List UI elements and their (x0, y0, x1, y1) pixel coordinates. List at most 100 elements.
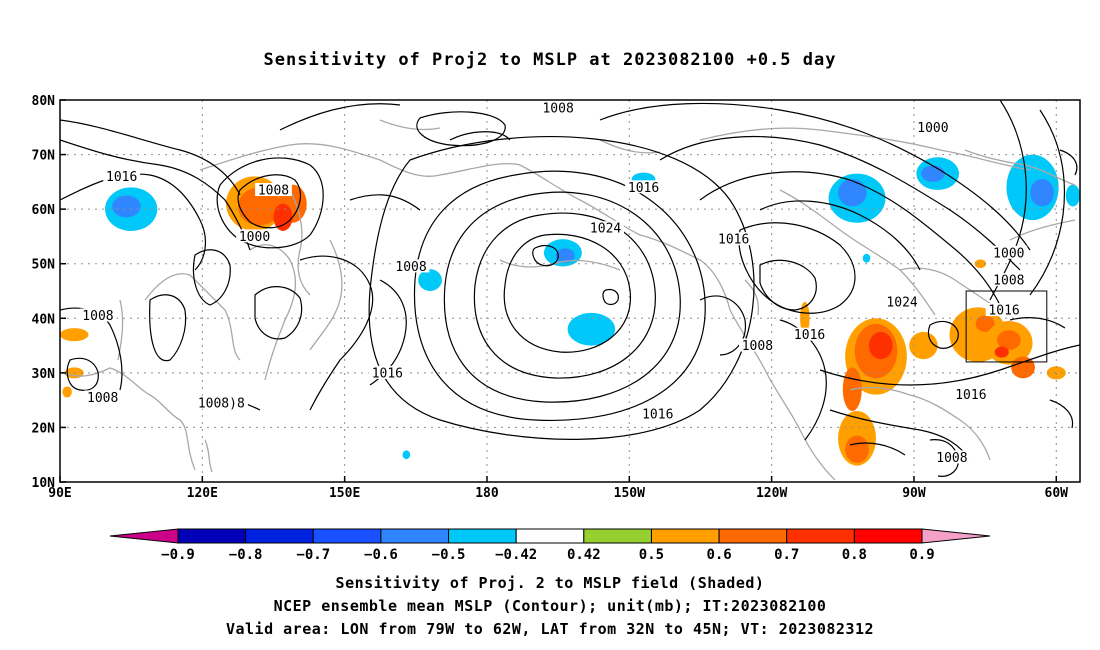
coastline-segment (699, 127, 1031, 171)
mslp-isobar (349, 194, 421, 211)
contour-label-bg (952, 387, 990, 401)
contour-label: 1000 (993, 246, 1024, 261)
mslp-isobar (473, 212, 656, 379)
colorbar-tick-label: −0.9 (161, 547, 195, 563)
coastline-segment (599, 139, 661, 154)
lon-tick-label: 150W (614, 486, 645, 501)
mslp-isobar (602, 288, 619, 306)
sensitivity-shading (60, 154, 1080, 466)
mslp-isobar (503, 233, 632, 353)
caption-shading: Sensitivity of Proj. 2 to MSLP field (Sh… (335, 574, 765, 592)
sensitivity-blob (1046, 366, 1066, 380)
mslp-isobar (927, 320, 959, 349)
contour-label: 1016 (106, 170, 137, 185)
mslp-isobar (738, 222, 856, 314)
colorbar-swatch (177, 528, 247, 544)
contour-label-bg (791, 327, 828, 341)
contour-label-bg (587, 221, 624, 235)
contour-label-bg (639, 406, 677, 420)
mslp-isobar (829, 409, 971, 461)
contour-label-bg (236, 229, 273, 243)
coastline-segment (744, 279, 760, 316)
sensitivity-blob (975, 315, 995, 332)
lon-tick-label: 60W (1045, 486, 1069, 501)
sensitivity-blob (60, 328, 89, 342)
contour-label: 1016 (718, 233, 749, 248)
colorbar-tick-label: 0.6 (706, 547, 731, 563)
contour-label: 1016 (794, 328, 825, 343)
lon-tick-label: 120E (187, 486, 218, 501)
sensitivity-blob (112, 195, 141, 218)
coastline-segment (249, 244, 297, 381)
mslp-isobar (1059, 149, 1078, 176)
mslp-isobar (699, 171, 1001, 306)
lat-tick-label: 30N (32, 367, 56, 382)
coastline-segment (499, 259, 621, 271)
sensitivity-blob (567, 312, 616, 346)
mslp-isobar (279, 103, 401, 131)
contour-label-bg (914, 120, 952, 134)
mslp-isobar (1009, 317, 1066, 329)
valid-area-box (965, 290, 1048, 363)
mslp-isobar (759, 259, 817, 311)
sensitivity-blob (418, 269, 442, 292)
contour-label-bg (539, 101, 577, 115)
contour-label: 1008 (258, 184, 289, 199)
mslp-isobar (216, 157, 324, 249)
contour-label: 1024 (590, 222, 621, 237)
lon-tick-label: 150E (329, 486, 360, 501)
contour-label-bg (625, 180, 662, 194)
mslp-isobar (1049, 399, 1074, 429)
contour-label: 1024 (886, 295, 917, 310)
colorbar-swatch (448, 528, 517, 544)
colorbar-tick-label: −0.42 (495, 547, 537, 563)
coastline-segment (117, 299, 124, 361)
contour-label: 1008 (395, 260, 426, 275)
mslp-contour-labels: 1008 1000 1016 1008 1000 1016 1024 1016 1000 1008… (79, 101, 1028, 466)
mslp-isobar (532, 245, 559, 267)
coastline-segment (1009, 219, 1076, 241)
mslp-isobar (1029, 109, 1066, 296)
colorbar-tick-label: −0.7 (296, 547, 330, 563)
mslp-isobar (416, 111, 506, 147)
sensitivity-blob (1030, 179, 1054, 207)
contour-label: 1000 (917, 121, 948, 136)
mslp-isobar (192, 249, 231, 306)
map-border (59, 99, 1081, 483)
contour-label: 1016 (955, 388, 986, 403)
contour-label-bg (255, 183, 292, 197)
colorbar-tick-label: −0.5 (432, 547, 466, 563)
colorbar-swatch (583, 528, 652, 544)
lon-tick-label: 90E (48, 486, 71, 501)
contour-label: 1008 (993, 274, 1024, 289)
mslp-isobar (449, 131, 511, 141)
chart-title: Sensitivity of Proj2 to MSLP at 20230821… (263, 50, 837, 70)
coastline-segment (899, 267, 1001, 311)
lat-tick-label: 70N (32, 149, 56, 164)
colorbar-swatch (312, 528, 382, 544)
contour-label: 1000 (239, 230, 270, 245)
contour-label: 1008 (742, 339, 773, 354)
colorbar-min-triangle (109, 528, 179, 544)
caption-valid-area: Valid area: LON from 79W to 62W, LAT fro… (225, 620, 875, 638)
mslp-isobar (699, 295, 747, 356)
lat-tick-label: 80N (32, 94, 56, 109)
caption-contours: NCEP ensemble mean MSLP (Contour); unit(… (273, 597, 827, 615)
sensitivity-blob (273, 203, 293, 231)
mslp-contours (60, 100, 1080, 477)
contour-label-bg (883, 294, 921, 308)
colorbar-swatch (650, 528, 720, 544)
sensitivity-blob (845, 435, 869, 463)
coastline-segment (204, 439, 213, 473)
contour-label: 1016 (642, 407, 673, 422)
colorbar-swatch (380, 528, 450, 544)
contour-label-bg (985, 303, 1023, 317)
colorbar-swatch (786, 528, 855, 544)
coastline-segment (639, 234, 836, 481)
colorbar-swatch (245, 528, 314, 544)
sensitivity-blob (862, 253, 871, 263)
colorbar-tick-label: −0.8 (229, 547, 263, 563)
contour-label: 1008 (82, 309, 113, 324)
contour-label-bg (79, 308, 117, 322)
colorbar: −0.9 −0.8 −0.7 −0.6 −0.5 −0.42 0.42 0.5 0.6 0.7 0.… (109, 528, 991, 563)
